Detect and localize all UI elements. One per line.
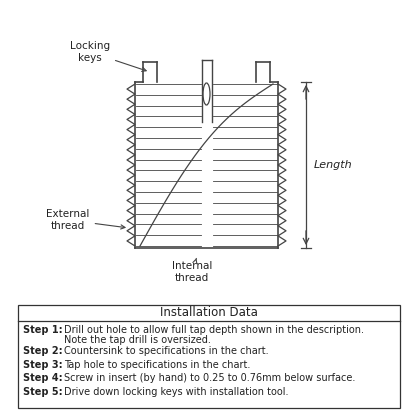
- Text: Note the tap drill is oversized.: Note the tap drill is oversized.: [64, 335, 211, 345]
- Text: Step 3:: Step 3:: [23, 360, 63, 370]
- Text: Drive down locking keys with installation tool.: Drive down locking keys with installatio…: [64, 386, 289, 396]
- Text: Step 4:: Step 4:: [23, 373, 63, 383]
- Text: Step 1:: Step 1:: [23, 325, 63, 335]
- Text: Screw in insert (by hand) to 0.25 to 0.76mm below surface.: Screw in insert (by hand) to 0.25 to 0.7…: [64, 373, 355, 383]
- Text: Locking
keys: Locking keys: [70, 41, 146, 72]
- Text: Step 5:: Step 5:: [23, 386, 63, 396]
- Text: Internal
thread: Internal thread: [172, 258, 212, 283]
- Text: Tap hole to specifications in the chart.: Tap hole to specifications in the chart.: [64, 360, 250, 370]
- Ellipse shape: [203, 83, 210, 105]
- Text: External
thread: External thread: [46, 209, 125, 231]
- Text: Drill out hole to allow full tap depth shown in the description.: Drill out hole to allow full tap depth s…: [64, 325, 364, 335]
- Text: Length: Length: [314, 160, 353, 170]
- Text: Countersink to specifications in the chart.: Countersink to specifications in the cha…: [64, 347, 269, 357]
- Text: Installation Data: Installation Data: [160, 307, 258, 319]
- FancyBboxPatch shape: [18, 305, 400, 408]
- Text: Step 2:: Step 2:: [23, 347, 63, 357]
